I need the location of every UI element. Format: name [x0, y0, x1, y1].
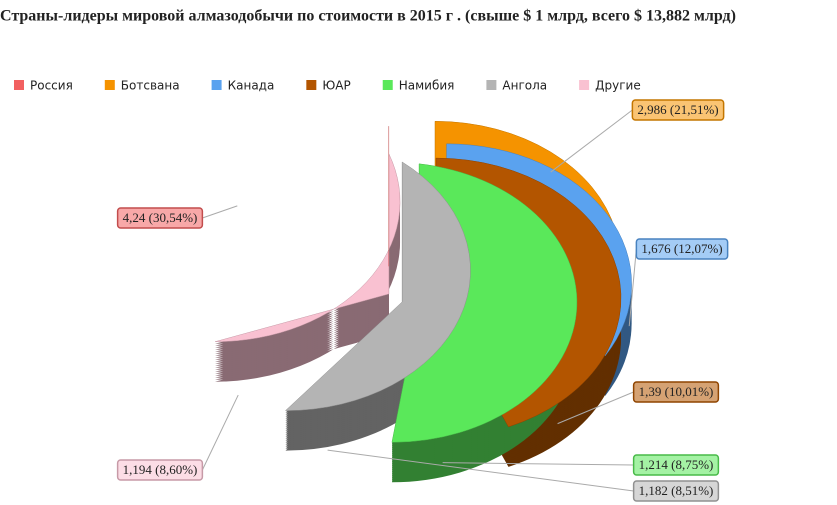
leader-line — [202, 205, 238, 219]
legend-swatch — [14, 80, 24, 90]
legend-label: Другие — [595, 79, 641, 93]
legend-swatch — [486, 80, 497, 90]
value-label-text: 1,676 (12,07%) — [641, 241, 722, 256]
legend-label: Россия — [30, 79, 73, 93]
legend-swatch — [579, 80, 590, 90]
chart-title: Страны-лидеры мировой алмазодобычи по ст… — [0, 8, 736, 25]
value-label: 1,676 (12,07%) — [635, 238, 729, 260]
legend-label: Ботсвана — [121, 79, 180, 93]
value-label-text: 1,214 (8,75%) — [639, 457, 714, 472]
legend-swatch — [306, 80, 317, 90]
leader-line — [327, 449, 634, 492]
value-label-box — [116, 459, 204, 481]
value-label: 1,182 (8,51%) — [632, 480, 720, 502]
legend-label: Канада — [228, 79, 275, 93]
value-label: 1,194 (8,60%) — [116, 459, 204, 481]
legend-swatch — [104, 80, 115, 90]
legend-swatch — [211, 80, 222, 90]
leader-line — [442, 462, 634, 466]
slice — [214, 153, 401, 342]
value-label-text: 1,182 (8,51%) — [639, 483, 714, 498]
legend-label: Намибия — [399, 79, 455, 93]
value-label-box — [116, 207, 204, 229]
legend-label: Ангола — [502, 79, 547, 93]
value-label: 1,214 (8,75%) — [632, 454, 720, 476]
value-label-text: 4,24 (30,54%) — [123, 210, 198, 225]
value-label-text: 2,986 (21,51%) — [637, 102, 718, 117]
value-label-box — [632, 480, 720, 502]
value-label-box — [631, 99, 725, 121]
value-label-text: 1,194 (8,60%) — [123, 462, 198, 477]
value-label: 4,24 (30,54%) — [116, 207, 204, 229]
value-label-text: 1,39 (10,01%) — [639, 384, 714, 399]
value-label-box — [632, 381, 720, 403]
legend-label: ЮАР — [322, 79, 350, 93]
value-label: 2,986 (21,51%) — [631, 99, 725, 121]
legend: Россия Ботсвана Канада ЮАР Намибия Ангола Друг… — [14, 79, 641, 93]
value-label: 1,39 (10,01%) — [632, 381, 720, 403]
legend-swatch — [382, 80, 393, 90]
leader-line — [557, 391, 634, 425]
value-label-box — [632, 454, 720, 476]
slice — [284, 161, 471, 411]
leader-line — [628, 248, 637, 327]
leader-line — [550, 109, 633, 173]
leader-line — [201, 394, 239, 471]
value-label-box — [635, 238, 729, 260]
